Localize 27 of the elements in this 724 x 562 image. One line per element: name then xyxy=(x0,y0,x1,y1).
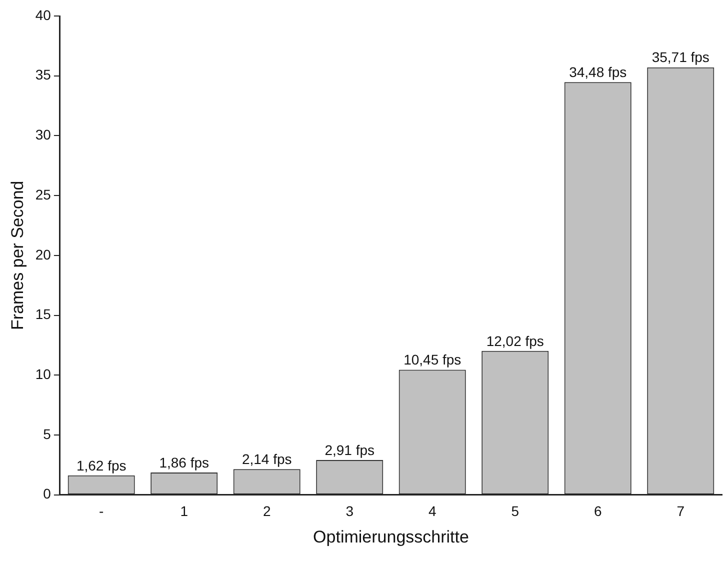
y-axis-title: Frames per Second xyxy=(8,180,27,330)
x-tick-label: 1 xyxy=(180,503,188,520)
data-label: 1,86 fps xyxy=(159,454,210,470)
data-label: 1,62 fps xyxy=(76,457,126,474)
x-tick-label: 6 xyxy=(594,503,602,520)
y-tick-label: 20 xyxy=(35,246,52,262)
data-label: 12,02 fps xyxy=(486,332,544,349)
y-tick-label: 35 xyxy=(35,66,52,83)
x-tick-label: 7 xyxy=(676,503,685,520)
y-tick-label: 10 xyxy=(35,366,52,382)
x-tick-label: 4 xyxy=(428,503,436,520)
y-tick-label: 25 xyxy=(35,186,52,202)
data-label: 2,14 fps xyxy=(242,451,292,468)
y-tick-label: 0 xyxy=(43,486,52,502)
y-tick-label: 5 xyxy=(43,426,52,442)
y-tick-label: 15 xyxy=(35,306,52,322)
y-tick-label: 30 xyxy=(35,126,52,143)
x-axis-title: Optimierungsschritte xyxy=(313,527,469,546)
data-label: 10,45 fps xyxy=(404,352,462,368)
x-tick-label: - xyxy=(99,503,104,520)
data-label: 34,48 fps xyxy=(569,64,627,80)
x-tick-label: 5 xyxy=(511,503,520,520)
data-label: 2,91 fps xyxy=(324,442,375,458)
x-tick-label: 2 xyxy=(262,503,271,520)
x-tick-label: 3 xyxy=(346,503,354,520)
data-label: 35,71 fps xyxy=(652,49,710,66)
y-tick-label: 40 xyxy=(35,6,52,23)
